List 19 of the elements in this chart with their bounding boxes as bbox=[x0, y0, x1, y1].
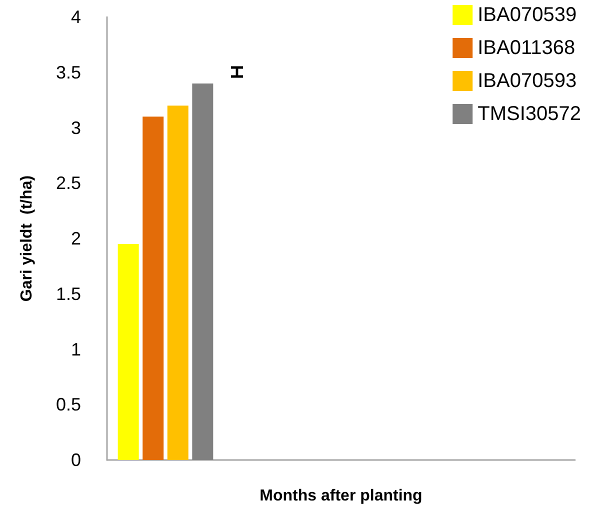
y-tick-label: 2.5 bbox=[56, 173, 81, 194]
legend-label: IBA011368 bbox=[478, 37, 576, 59]
legend-label: TMSI30572 bbox=[478, 103, 581, 125]
bar bbox=[142, 116, 164, 460]
legend-label: IBA070539 bbox=[478, 4, 577, 26]
y-tick-label: 3 bbox=[70, 118, 81, 138]
y-tick-label: 2 bbox=[70, 228, 81, 248]
y-tick-label: 4 bbox=[70, 7, 81, 27]
bar bbox=[167, 106, 188, 460]
y-tick-label: 1.5 bbox=[56, 284, 81, 304]
x-axis-title: Months after planting bbox=[260, 488, 422, 504]
y-tick-label: 0 bbox=[70, 450, 81, 470]
y-tick-label: 3.5 bbox=[56, 62, 81, 82]
y-axis-title: Gari yieldt (t/ha) bbox=[18, 175, 36, 302]
bar bbox=[192, 83, 214, 460]
legend-label: IBA070593 bbox=[478, 70, 577, 92]
y-tick-label: 1 bbox=[70, 339, 81, 360]
bar bbox=[118, 244, 139, 460]
y-tick-label: 0.5 bbox=[56, 394, 81, 415]
